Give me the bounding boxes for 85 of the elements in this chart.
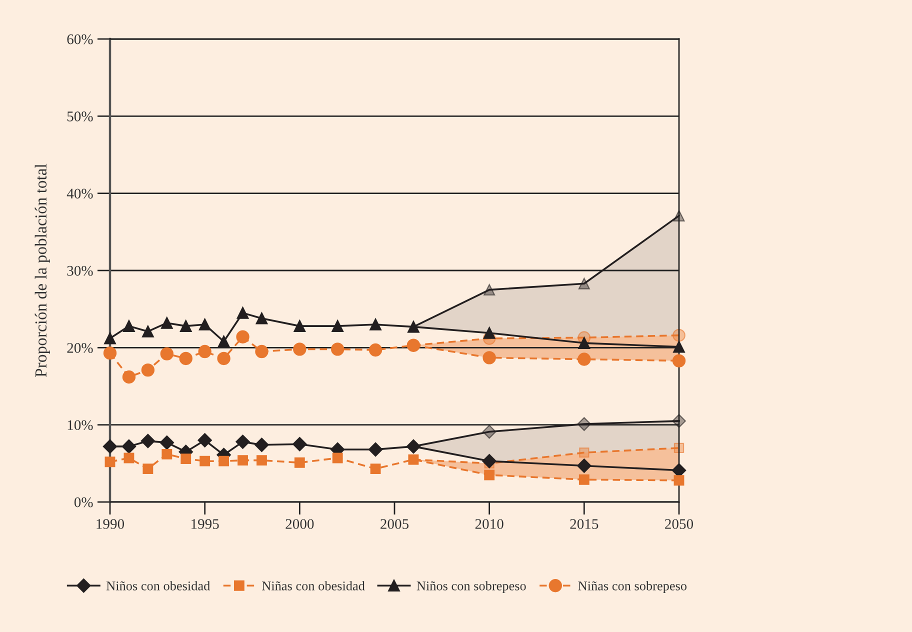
point bbox=[198, 344, 212, 358]
point bbox=[579, 448, 590, 458]
x-tick-label: 1990 bbox=[96, 519, 124, 529]
point bbox=[578, 352, 591, 366]
point bbox=[236, 434, 250, 449]
y-tick-label: 60% bbox=[67, 34, 93, 44]
point bbox=[672, 354, 686, 368]
y-axis-title: Proporción de la población total bbox=[34, 164, 50, 377]
point bbox=[408, 320, 420, 333]
y-tick-label: 10% bbox=[68, 420, 93, 430]
point bbox=[123, 320, 135, 332]
point bbox=[142, 326, 154, 338]
point bbox=[370, 318, 382, 330]
point bbox=[294, 457, 305, 468]
y-tick-label: 0% bbox=[74, 497, 93, 508]
point bbox=[218, 336, 230, 348]
point bbox=[198, 318, 211, 330]
point bbox=[482, 454, 496, 468]
point bbox=[482, 351, 496, 364]
point bbox=[198, 433, 212, 448]
point bbox=[332, 320, 344, 332]
point bbox=[217, 352, 230, 366]
y-tick-label: 50% bbox=[67, 112, 93, 122]
point bbox=[218, 456, 230, 466]
legend-label: Niñas con sobrepeso bbox=[578, 581, 687, 594]
point bbox=[484, 470, 495, 480]
point bbox=[162, 448, 172, 460]
point bbox=[104, 332, 116, 344]
point bbox=[104, 456, 116, 468]
point bbox=[160, 436, 174, 450]
point bbox=[577, 417, 592, 431]
x-tick-label: 2005 bbox=[380, 519, 409, 529]
point bbox=[578, 337, 590, 349]
x-tick-label: 2015 bbox=[570, 519, 598, 529]
point bbox=[370, 464, 381, 474]
point bbox=[578, 278, 590, 290]
point bbox=[672, 328, 686, 342]
point bbox=[292, 437, 307, 452]
point bbox=[254, 438, 269, 452]
point bbox=[406, 439, 421, 454]
point bbox=[672, 414, 686, 428]
point bbox=[256, 455, 267, 466]
point bbox=[673, 340, 685, 353]
point bbox=[236, 330, 250, 344]
point bbox=[160, 317, 173, 329]
x-tick-label: 2000 bbox=[286, 519, 314, 529]
legend-label: Niños con obesidad bbox=[106, 581, 210, 590]
point bbox=[122, 439, 136, 454]
point bbox=[255, 344, 268, 358]
point bbox=[238, 455, 248, 466]
point bbox=[102, 439, 118, 454]
point bbox=[368, 343, 382, 357]
point bbox=[293, 342, 306, 356]
point bbox=[482, 424, 496, 439]
point bbox=[142, 464, 154, 474]
point bbox=[236, 307, 249, 319]
point bbox=[103, 346, 117, 360]
point bbox=[578, 474, 590, 485]
point bbox=[179, 352, 192, 366]
point bbox=[180, 320, 192, 332]
point bbox=[577, 458, 592, 473]
legend-label: Niños con sobrepeso bbox=[416, 581, 526, 594]
point bbox=[180, 454, 192, 464]
point bbox=[256, 312, 268, 324]
point bbox=[160, 347, 174, 360]
x-tick-label: 2010 bbox=[475, 519, 504, 529]
legend-label: Niñas con obesidad bbox=[262, 581, 365, 590]
point bbox=[331, 342, 344, 356]
x-tick-label: 1995 bbox=[192, 519, 219, 529]
point bbox=[674, 475, 684, 486]
x-tick-label: 2050 bbox=[665, 519, 694, 529]
y-tick-label: 20% bbox=[67, 343, 93, 353]
point bbox=[122, 370, 136, 384]
point bbox=[484, 284, 496, 296]
point bbox=[332, 452, 343, 464]
point bbox=[140, 434, 156, 448]
y-tick-label: 30% bbox=[67, 266, 93, 276]
point bbox=[200, 456, 210, 466]
point bbox=[124, 452, 134, 464]
point bbox=[368, 442, 383, 457]
y-tick-label: 40% bbox=[66, 188, 93, 199]
point bbox=[672, 463, 686, 478]
point bbox=[483, 327, 496, 339]
point bbox=[294, 320, 306, 332]
point bbox=[141, 363, 155, 377]
